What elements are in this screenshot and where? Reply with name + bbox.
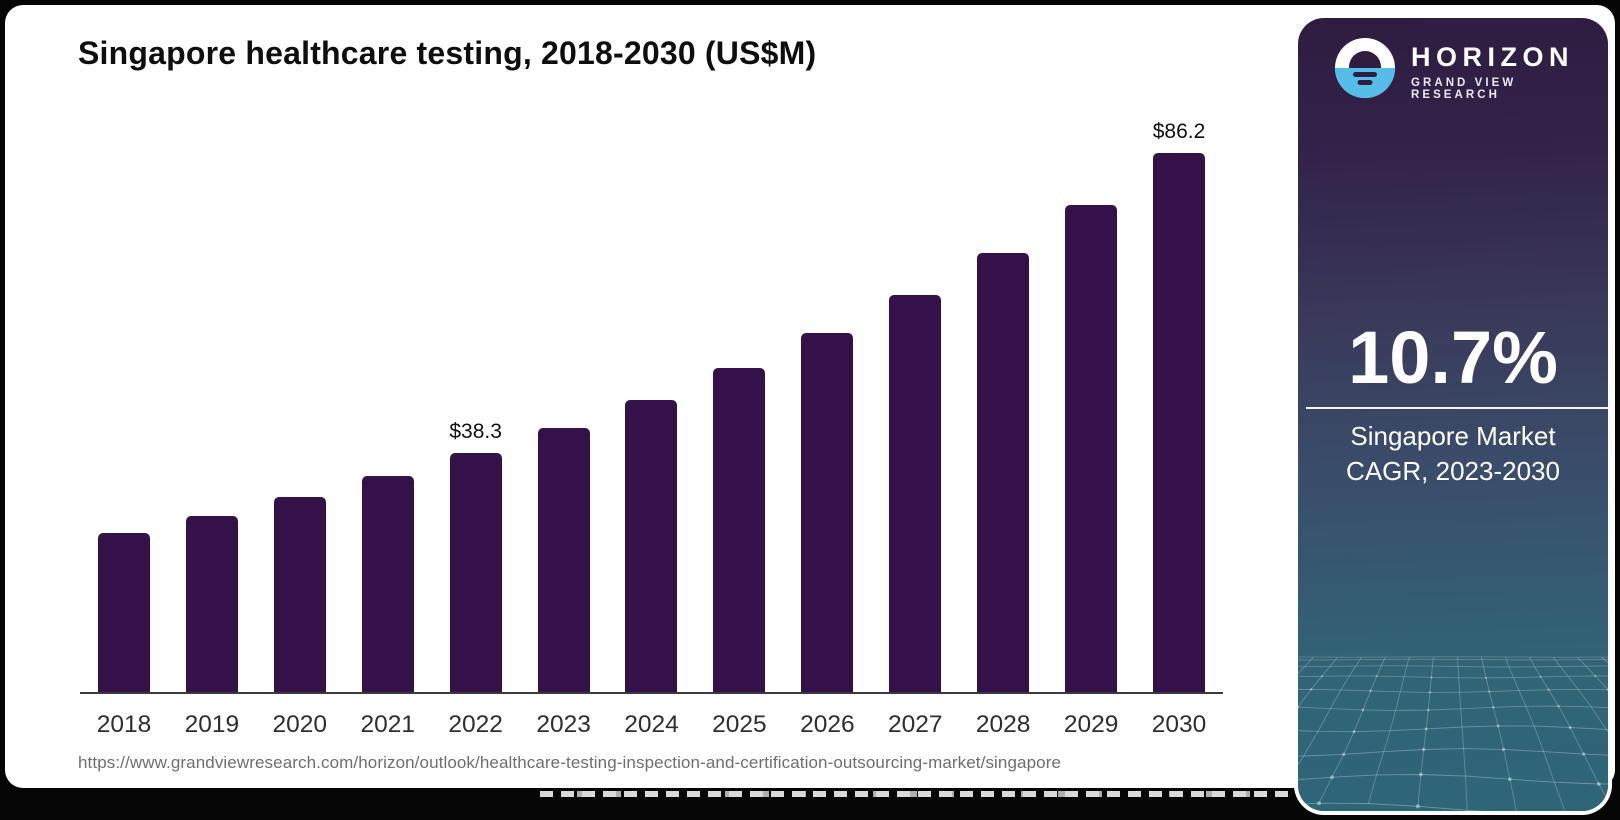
brand-text: HORIZON GRAND VIEW RESEARCH — [1411, 38, 1608, 101]
bar-2029 — [1065, 205, 1118, 692]
stat-caption-line2: CAGR, 2023-2030 — [1346, 456, 1560, 486]
logo-reflection-line — [1353, 72, 1377, 77]
x-tick-2028: 2028 — [975, 711, 1031, 738]
bar-2026 — [801, 333, 854, 692]
stat-caption-line1: Singapore Market — [1350, 421, 1556, 451]
bottom-edge-dashes — [540, 791, 1290, 797]
bar-slot — [959, 132, 1047, 692]
x-tick-2018: 2018 — [96, 711, 152, 738]
bar-2025 — [713, 368, 766, 692]
bar-2028 — [977, 252, 1030, 692]
bar-slot — [1047, 132, 1135, 692]
bar-chart: $38.3 $86.2 — [80, 120, 1223, 694]
bar-slot: $86.2 — [1135, 120, 1223, 692]
bar-2024 — [625, 399, 678, 692]
x-tick-2023: 2023 — [536, 711, 591, 738]
brand-name: HORIZON — [1411, 42, 1574, 72]
bar-slot — [871, 132, 959, 692]
x-tick-2024: 2024 — [624, 711, 679, 738]
x-tick-2021: 2021 — [360, 711, 415, 738]
bar-series: $38.3 $86.2 — [80, 120, 1223, 692]
bar-2020 — [273, 497, 326, 692]
bar-value-label-2022: $38.3 — [449, 419, 502, 443]
cagr-value: 10.7% — [1348, 316, 1558, 399]
bar-slot — [520, 132, 608, 692]
x-tick-2029: 2029 — [1063, 711, 1119, 738]
bar-slot: $38.3 — [432, 132, 520, 692]
x-tick-2027: 2027 — [888, 711, 943, 738]
bar-slot — [608, 132, 696, 692]
stat-caption: Singapore Market CAGR, 2023-2030 — [1298, 419, 1608, 489]
report-card: Singapore healthcare testing, 2018-2030 … — [5, 5, 1615, 811]
x-tick-2026: 2026 — [800, 711, 855, 738]
bar-2030: $86.2 — [1153, 120, 1205, 692]
horizon-logo-icon — [1335, 38, 1395, 98]
wireframe-mesh-graphic — [1298, 656, 1608, 811]
bar-2023 — [537, 427, 590, 692]
x-tick-2019: 2019 — [184, 711, 240, 738]
bar-slot — [80, 132, 168, 692]
stat-divider — [1306, 407, 1608, 409]
bar-2027 — [889, 295, 942, 692]
x-tick-2022: 2022 — [448, 711, 503, 738]
bar-slot — [695, 132, 783, 692]
sidebar: HORIZON GRAND VIEW RESEARCH 10.7% Singap… — [1298, 18, 1608, 811]
bar-slot — [344, 132, 432, 692]
bar-2021 — [361, 475, 414, 692]
x-axis-line — [80, 692, 1223, 694]
bar-2019 — [185, 516, 238, 692]
bar-2018 — [97, 533, 150, 692]
source-url: https://www.grandviewresearch.com/horizo… — [78, 753, 1062, 772]
brand: HORIZON GRAND VIEW RESEARCH — [1335, 38, 1608, 101]
bar-slot — [783, 132, 871, 692]
chart-title: Singapore healthcare testing, 2018-2030 … — [78, 35, 817, 71]
bar-value-label-2030: $86.2 — [1152, 120, 1206, 144]
bar-slot — [168, 132, 256, 692]
brand-subtitle: GRAND VIEW RESEARCH — [1411, 77, 1517, 101]
bar-slot — [256, 132, 344, 692]
logo-sun-icon — [1349, 51, 1381, 68]
logo-reflection-line — [1357, 80, 1373, 85]
x-tick-2020: 2020 — [272, 711, 328, 738]
x-axis-labels: 2018 2019 2020 2021 2022 2023 2024 2025 2026 2027… — [80, 711, 1223, 739]
bar-2022: $38.3 — [449, 420, 502, 692]
x-tick-2025: 2025 — [712, 711, 767, 738]
x-tick-2030: 2030 — [1151, 711, 1207, 738]
